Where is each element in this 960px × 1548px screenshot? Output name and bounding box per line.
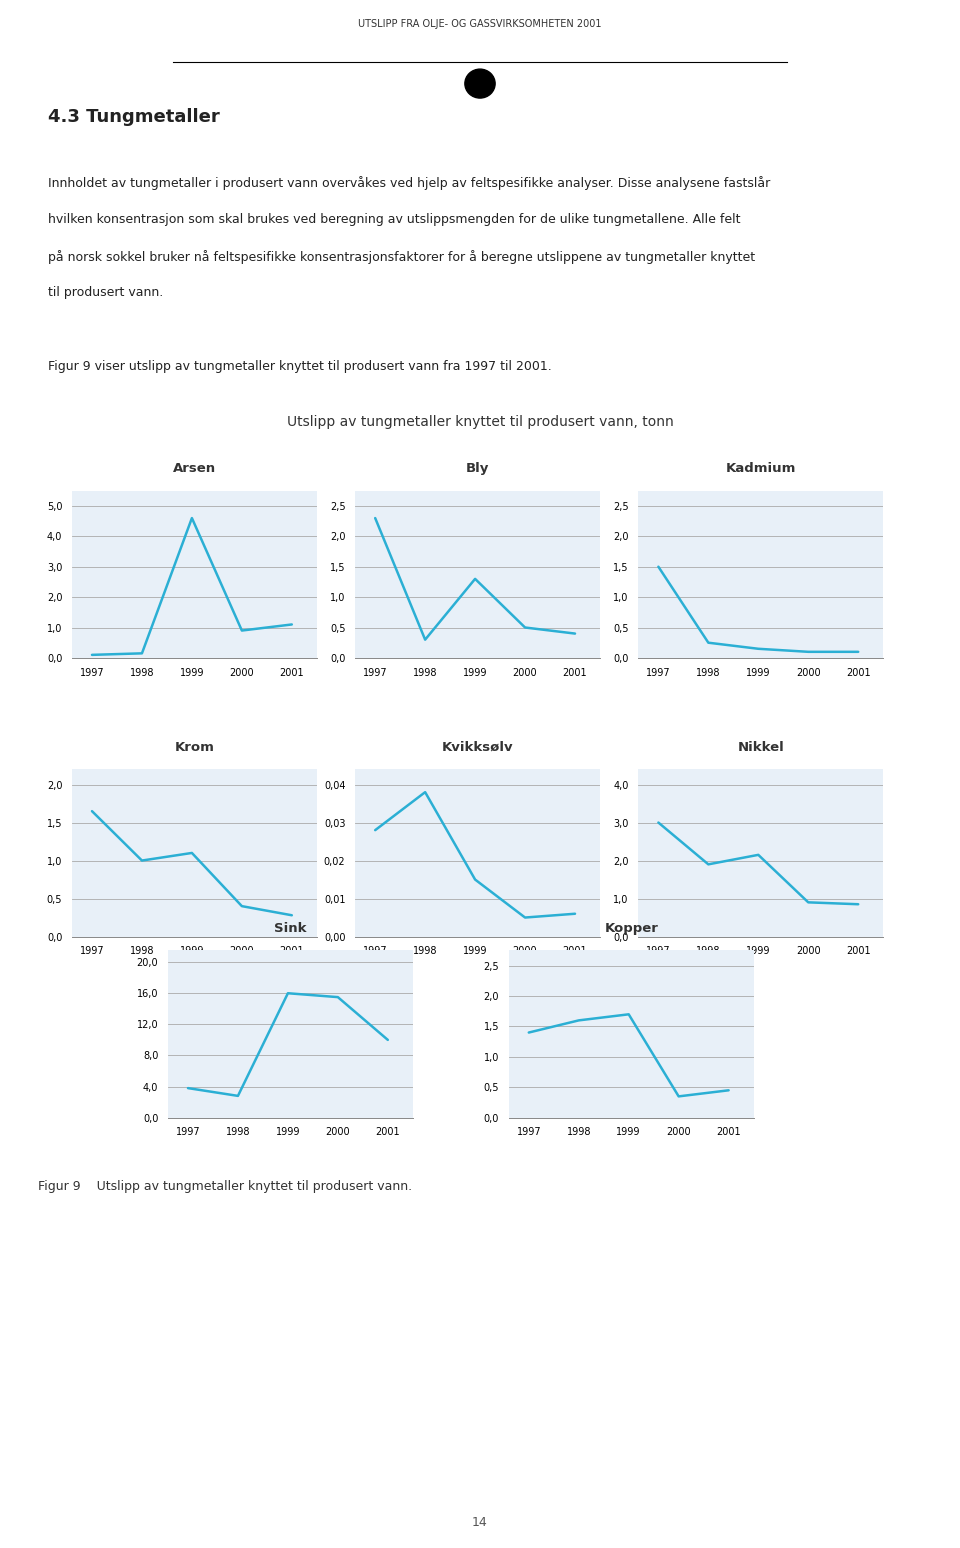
Text: Figur 9    Utslipp av tungmetaller knyttet til produsert vann.: Figur 9 Utslipp av tungmetaller knyttet …: [38, 1180, 413, 1192]
Text: Sink: Sink: [275, 923, 306, 935]
Text: på norsk sokkel bruker nå feltspesifikke konsentrasjonsfaktorer for å beregne ut: på norsk sokkel bruker nå feltspesifikke…: [48, 249, 756, 263]
Ellipse shape: [465, 70, 495, 98]
Text: hvilken konsentrasjon som skal brukes ved beregning av utslippsmengden for de ul: hvilken konsentrasjon som skal brukes ve…: [48, 212, 740, 226]
Text: Innholdet av tungmetaller i produsert vann overvåkes ved hjelp av feltspesifikke: Innholdet av tungmetaller i produsert va…: [48, 176, 770, 190]
Text: UTSLIPP FRA OLJE- OG GASSVIRKSOMHETEN 2001: UTSLIPP FRA OLJE- OG GASSVIRKSOMHETEN 20…: [358, 19, 602, 29]
Text: Krom: Krom: [175, 741, 214, 754]
Text: Arsen: Arsen: [173, 463, 216, 475]
Text: Utslipp av tungmetaller knyttet til produsert vann, tonn: Utslipp av tungmetaller knyttet til prod…: [287, 415, 673, 429]
Text: Kadmium: Kadmium: [726, 463, 796, 475]
Text: Bly: Bly: [466, 463, 490, 475]
Text: Kopper: Kopper: [604, 923, 659, 935]
Text: Nikkel: Nikkel: [737, 741, 784, 754]
Text: 4.3 Tungmetaller: 4.3 Tungmetaller: [48, 108, 220, 127]
Text: Kvikksølv: Kvikksølv: [442, 741, 514, 754]
Text: 14: 14: [472, 1517, 488, 1529]
Text: Figur 9 viser utslipp av tungmetaller knyttet til produsert vann fra 1997 til 20: Figur 9 viser utslipp av tungmetaller kn…: [48, 359, 552, 373]
Text: til produsert vann.: til produsert vann.: [48, 286, 163, 299]
